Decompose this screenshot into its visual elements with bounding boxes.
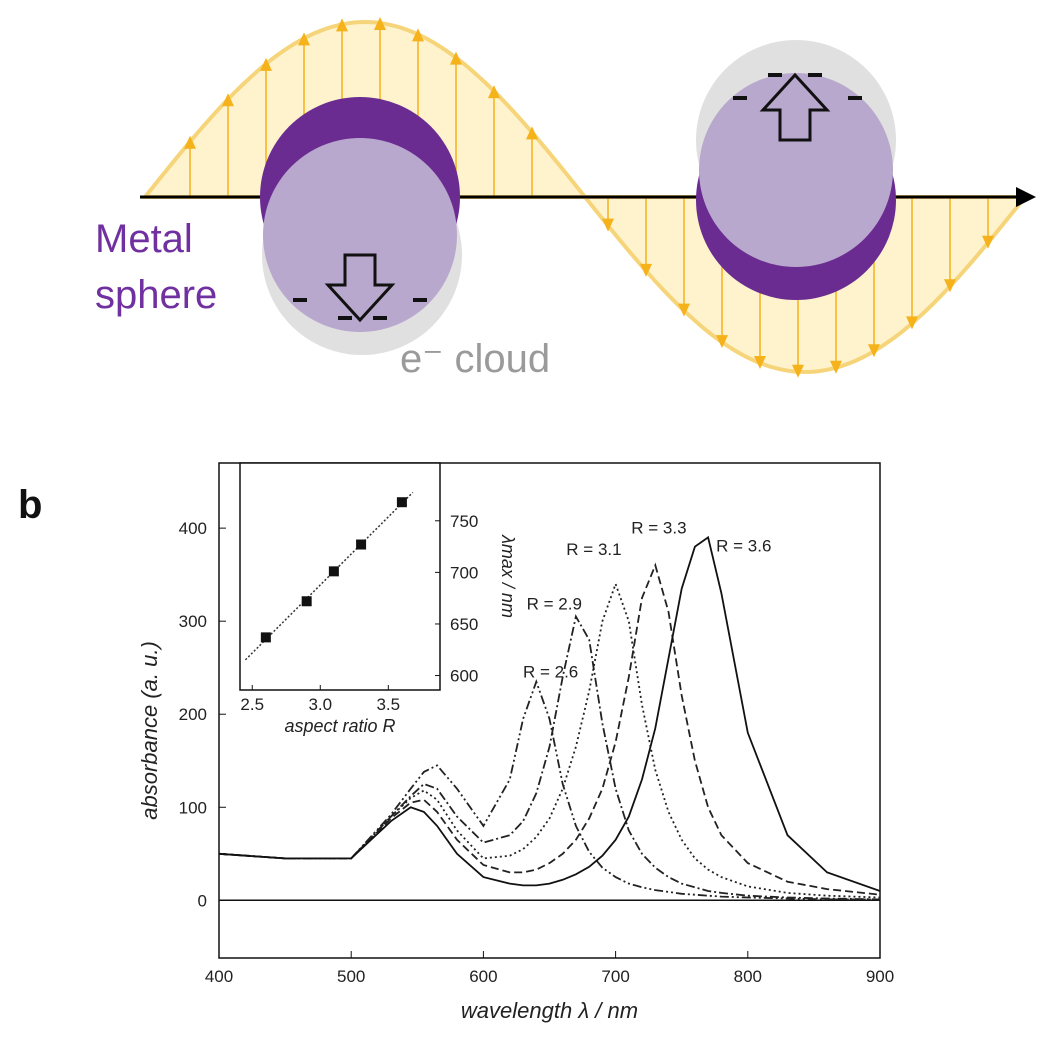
data-point [396,497,407,508]
block-arrow-up [759,72,831,142]
metal-sphere-overlap [699,73,893,267]
field-arrow-head [602,218,614,232]
field-arrow-head [374,17,386,31]
plot-frame [239,462,441,691]
series-label: R = 2.9 [527,595,582,614]
y-tick-label: 200 [179,705,207,724]
field-arrow-head [184,135,196,149]
x-tick-label: 900 [866,967,894,986]
field-arrow-head [792,364,804,378]
y-tick-label: 600 [450,667,478,686]
metal-label: sphere [95,273,217,317]
field-arrow-head [298,32,310,46]
arrow-head [1016,187,1036,207]
field-arrow-head [944,279,956,293]
field-arrow-head [830,360,842,374]
metal-sphere-overlap [263,138,457,332]
data-point [328,566,339,577]
series-line [218,581,881,899]
panel-label: b [18,483,42,527]
x-tick-label: 3.0 [308,695,332,714]
block-arrow-down [324,253,396,323]
y-axis-label: absorbance (a. u.) [137,641,162,820]
fit-line [244,491,414,661]
plot-frame [218,462,881,959]
cloud-label: e⁻ cloud [400,337,550,381]
x-tick-label: 3.5 [376,695,400,714]
field-arrow-head [336,18,348,32]
y-tick-label: 400 [179,519,207,538]
y-tick-label: 700 [450,563,478,582]
field-arrow-head [488,85,500,99]
field-arrow-head [260,57,272,71]
x-tick-label: 400 [205,967,233,986]
field-arrow-head [716,335,728,349]
y-tick-label: 100 [179,798,207,817]
x-tick-label: 600 [469,967,497,986]
field-arrow-head [412,28,424,42]
field-arrow-head [222,93,234,107]
inset-chart: 2.5 3.0 3.5 600 650 700 750 aspect ratio R λmax … [239,462,518,736]
x-tick-label: 800 [734,967,762,986]
data-point [260,632,271,643]
metal-label: Metal [95,217,193,261]
series-line [218,679,880,901]
field-arrow-head [450,51,462,65]
main-chart: 400 500 600 700 800 900 0 100 200 300 400 wavelengt… [137,462,894,1023]
series-line [218,614,881,901]
diagram: Metal sphere e⁻ cloud [95,17,1036,381]
series-line [218,535,881,892]
minus-signs [293,73,862,320]
field-arrow-head [754,356,766,370]
field-arrow-head [906,316,918,330]
y-tick-label: 650 [450,615,478,634]
field-arrow-head [678,303,690,317]
field-arrow-head [640,263,652,277]
y-tick-label: 300 [179,612,207,631]
series-label: R = 3.6 [716,536,771,555]
field-arrow-head [868,344,880,358]
data-point [301,596,312,607]
series-label: R = 3.3 [631,518,686,537]
x-tick-label: 700 [601,967,629,986]
series-label: R = 3.1 [566,540,621,559]
field-arrow-head [982,235,994,249]
x-tick-label: 500 [337,967,365,986]
y-tick-label: 750 [450,512,478,531]
series-line [218,562,881,896]
series-label: R = 2.6 [523,663,578,682]
y-tick-label: 0 [198,891,207,910]
field-arrow-head [526,126,538,140]
x-tick-label: 2.5 [240,695,264,714]
data-point [356,539,367,550]
x-axis-label: aspect ratio R [284,716,395,736]
x-axis-label: wavelength λ / nm [461,998,638,1023]
y-axis-label: λmax / nm [498,534,518,618]
